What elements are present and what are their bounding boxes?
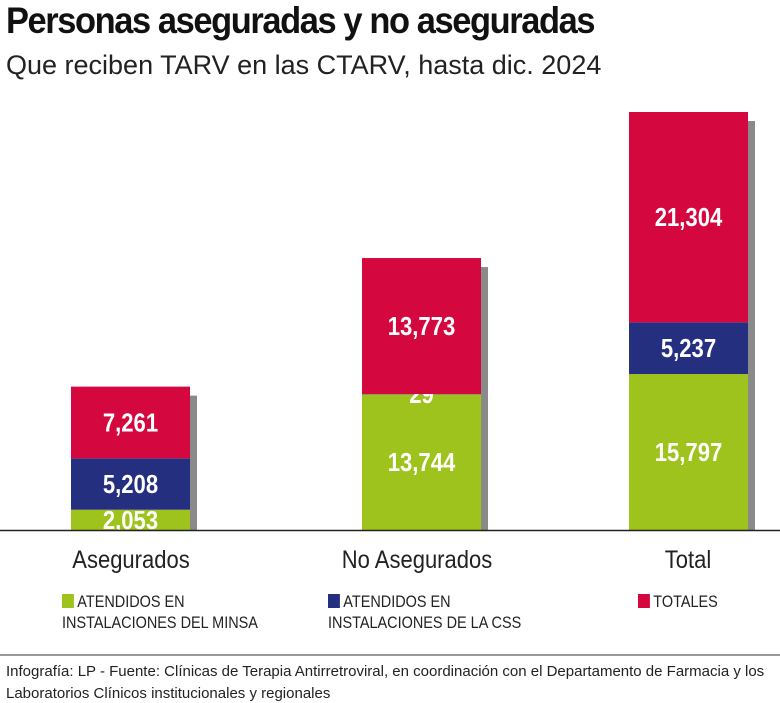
bar-segment <box>71 458 190 510</box>
data-label: 15,797 <box>655 438 723 467</box>
bar-segment <box>362 258 481 395</box>
bar-shadow <box>190 395 197 530</box>
data-label: 21,304 <box>655 204 723 233</box>
bar-shadow <box>748 121 755 530</box>
data-label: 13,744 <box>388 449 456 478</box>
legend-label: TOTALES <box>653 592 718 611</box>
bar-segment <box>629 374 748 530</box>
data-label: 5,237 <box>661 335 716 364</box>
legend-label: INSTALACIONES DEL MINSA <box>62 613 258 632</box>
category-label-total: Total <box>664 546 712 574</box>
legend-label: ATENDIDOS EN <box>343 592 451 611</box>
chart-subtitle: Que reciben TARV en las CTARV, hasta dic… <box>6 50 602 80</box>
data-label: 5,208 <box>103 470 158 499</box>
divider <box>0 654 780 656</box>
category-label-no-asegurados: No Asegurados <box>341 546 493 574</box>
bar-segment <box>71 386 190 459</box>
legend-item-totales: TOTALES <box>638 591 718 612</box>
bar-segment <box>629 112 748 323</box>
source-note: Infografía: LP - Fuente: Clínicas de Ter… <box>6 663 765 702</box>
bar-segment <box>629 322 748 375</box>
bar-shadow <box>481 267 488 530</box>
stacked-bar-chart: 2,0535,2087,26113,7442913,77315,7975,237… <box>0 112 780 532</box>
legend-item-minsa: ATENDIDOS EN INSTALACIONES DEL MINSA <box>62 591 258 633</box>
data-label: 7,261 <box>103 409 158 438</box>
chart-title: Personas aseguradas y no aseguradas <box>6 0 595 41</box>
data-label: 13,773 <box>388 312 456 341</box>
legend-swatch-blue <box>328 594 340 608</box>
bar-segment <box>71 509 190 530</box>
bar-segment <box>362 394 481 530</box>
legend-label: INSTALACIONES DE LA CSS <box>328 613 522 632</box>
legend-swatch-red <box>638 594 650 608</box>
legend-item-css: ATENDIDOS EN INSTALACIONES DE LA CSS <box>328 591 521 633</box>
legend-label: ATENDIDOS EN <box>77 592 185 611</box>
category-label-asegurados: Asegurados <box>72 546 190 574</box>
legend-swatch-green <box>62 594 74 608</box>
